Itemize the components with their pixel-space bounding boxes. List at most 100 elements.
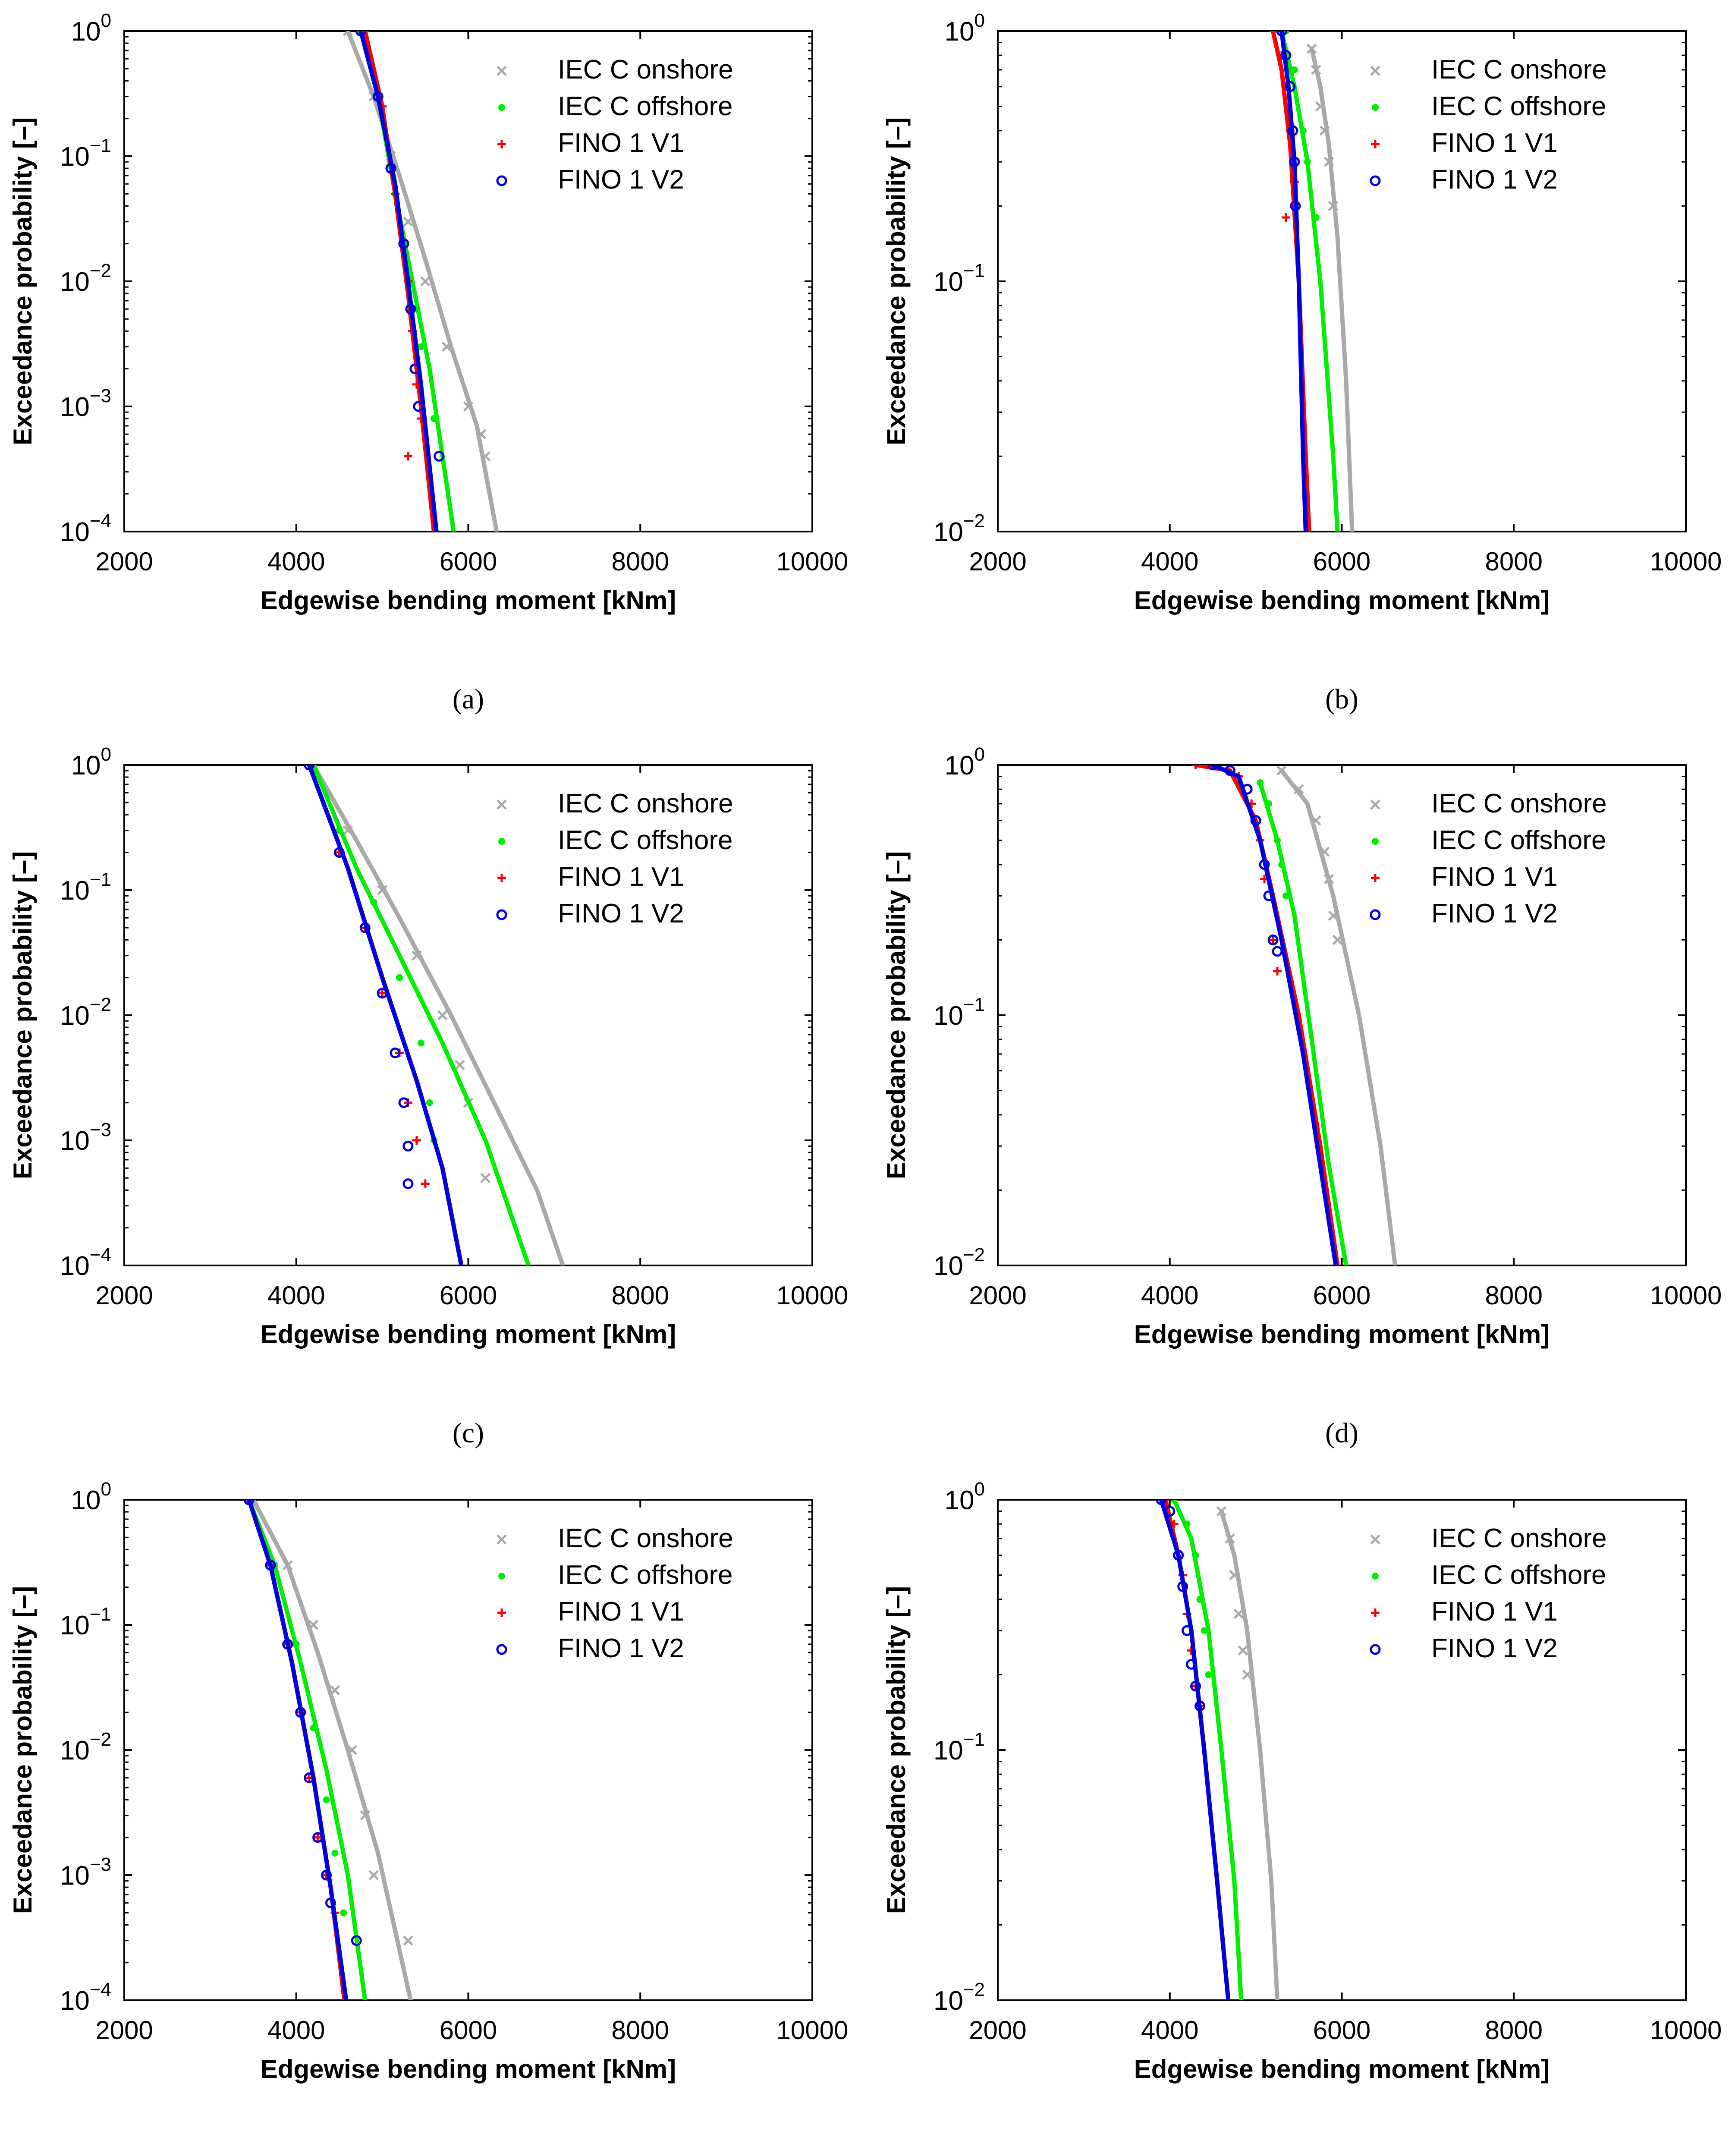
legend-marker-0-b — [1370, 66, 1380, 76]
data-point-s1-0 — [1170, 1500, 1178, 1503]
y-tick-base: 10 — [934, 1736, 963, 1766]
data-point-s0-1 — [1294, 784, 1304, 794]
y-tick-exponent: 0 — [101, 10, 111, 31]
legend-marker-0 — [1370, 66, 1380, 76]
data-point-s0-7 — [403, 1935, 413, 1946]
chart-panel-5: 2000 4000 6000 8000 1000010−210−1100Edgewise… — [882, 1479, 1722, 2156]
legend-marker-3 — [496, 909, 507, 920]
data-point-s1-2 — [1299, 127, 1307, 134]
x-tick-label: 2000 — [95, 1281, 153, 1310]
fit-line-3 — [1210, 765, 1338, 1265]
y-tick-exponent: −3 — [90, 385, 111, 406]
data-point-s1-4 — [1312, 214, 1320, 221]
y-tick-label: 10−1 — [60, 1604, 111, 1640]
y-tick-exponent: −2 — [90, 1729, 111, 1750]
data-point-s0-4-b — [1323, 157, 1334, 167]
legend-marker-2 — [1371, 1608, 1380, 1617]
data-point-s3-7 — [434, 450, 445, 462]
data-point-s0-7-b — [403, 1935, 413, 1946]
chart-panel-0: 2000 4000 6000 8000 1000010−410−310−210−1100… — [8, 10, 848, 715]
y-axis-label: Exceedance probability [–] — [882, 117, 911, 445]
data-point-s0-0 — [1306, 44, 1317, 54]
legend-marker-0 — [497, 799, 507, 810]
data-point-s0-5 — [1242, 1669, 1252, 1680]
x-tick-label: 4000 — [267, 1281, 325, 1310]
fit-line-1 — [247, 1500, 368, 2000]
panel-caption: (b) — [1325, 683, 1358, 715]
y-tick-label: 10−4 — [60, 510, 111, 547]
data-point-s1-1 — [1183, 1520, 1191, 1528]
data-point-s2-1 — [1208, 765, 1217, 769]
chart-panel-2: 2000 4000 6000 8000 1000010−410−310−210−1100… — [8, 744, 848, 1449]
legend-label-3: FINO 1 V2 — [558, 1634, 684, 1663]
y-tick-base: 10 — [60, 142, 90, 172]
x-tick-label: 2000 — [969, 547, 1026, 576]
legend-marker-1 — [1372, 1573, 1379, 1580]
y-tick-label: 10−1 — [60, 869, 111, 906]
legend-label-2: FINO 1 V1 — [1431, 128, 1558, 158]
data-point-s3-6 — [1267, 934, 1279, 945]
y-tick-exponent: −4 — [90, 510, 111, 532]
y-tick-label: 100 — [945, 10, 985, 47]
y-tick-base: 10 — [60, 876, 90, 906]
legend-label-3: FINO 1 V2 — [1431, 1634, 1558, 1663]
x-tick-label: 8000 — [612, 2016, 669, 2045]
data-point-s3-1 — [1224, 765, 1235, 776]
data-point-s0-4 — [420, 276, 431, 286]
plot-frame — [997, 1499, 1687, 2001]
data-point-s0-2 — [1311, 815, 1321, 826]
y-tick-exponent: −1 — [90, 1604, 111, 1625]
data-point-s0-2 — [1229, 1570, 1240, 1580]
x-tick-label: 2000 — [969, 2016, 1026, 2045]
y-tick-exponent: −3 — [90, 1854, 111, 1875]
legend-marker-1 — [1372, 104, 1379, 111]
y-tick-base: 10 — [71, 751, 101, 781]
data-point-s3-2 — [282, 1639, 293, 1650]
data-point-s1-4 — [323, 1796, 330, 1803]
legend-marker-0 — [1370, 1534, 1380, 1545]
data-point-s1-2 — [1192, 1552, 1199, 1559]
data-point-s0-7 — [480, 1173, 491, 1183]
data-layer — [243, 1500, 413, 2000]
plot-frame — [123, 30, 813, 532]
data-point-s3-2 — [1285, 81, 1296, 92]
y-axis-label: Exceedance probability [–] — [8, 117, 37, 445]
data-point-s3-4 — [390, 1047, 401, 1058]
y-tick-label: 100 — [71, 1479, 111, 1515]
data-point-s3-1 — [372, 91, 383, 102]
legend-label-0: IEC C onshore — [558, 1523, 733, 1553]
data-point-s0-8-b — [480, 451, 491, 462]
data-point-s1-3 — [310, 1724, 317, 1731]
legend-label-1: IEC C offshore — [1431, 91, 1606, 121]
y-tick-label: 10−2 — [60, 994, 111, 1031]
legend-label-1: IEC C offshore — [558, 91, 732, 121]
data-point-s1-3 — [1278, 861, 1285, 868]
data-point-s1-5 — [1205, 1671, 1212, 1678]
data-point-s1-5 — [331, 1849, 339, 1857]
legend-marker-2 — [497, 140, 506, 148]
y-tick-label: 10−1 — [934, 1729, 985, 1766]
y-tick-label: 10−1 — [60, 135, 111, 172]
y-tick-base: 10 — [60, 267, 90, 297]
data-point-s0-4 — [347, 1745, 358, 1755]
data-point-s3-3 — [1287, 125, 1298, 136]
data-point-s0-0 — [343, 31, 353, 36]
data-point-s0-5-b — [454, 1060, 465, 1070]
data-point-s0-5-b — [1328, 910, 1339, 921]
x-tick-label: 10000 — [1650, 1281, 1722, 1310]
fit-line-3 — [358, 31, 439, 532]
data-point-s3-4 — [1182, 1625, 1193, 1636]
data-layer — [343, 31, 499, 532]
data-point-s0-3 — [1319, 126, 1330, 136]
data-point-s0-1 — [1225, 1533, 1235, 1544]
y-tick-base: 10 — [71, 17, 101, 47]
y-tick-base: 10 — [945, 1486, 974, 1515]
data-point-s3-6 — [413, 401, 424, 412]
legend-label-2: FINO 1 V1 — [558, 128, 684, 158]
y-axis-label: Exceedance probability [–] — [882, 1586, 911, 1914]
fit-line-1 — [1258, 780, 1349, 1265]
data-point-s2-0 — [1191, 765, 1200, 769]
data-point-s0-1-b — [1311, 65, 1321, 75]
legend-label-2: FINO 1 V1 — [558, 1597, 684, 1627]
fit-line-0 — [1309, 46, 1355, 532]
